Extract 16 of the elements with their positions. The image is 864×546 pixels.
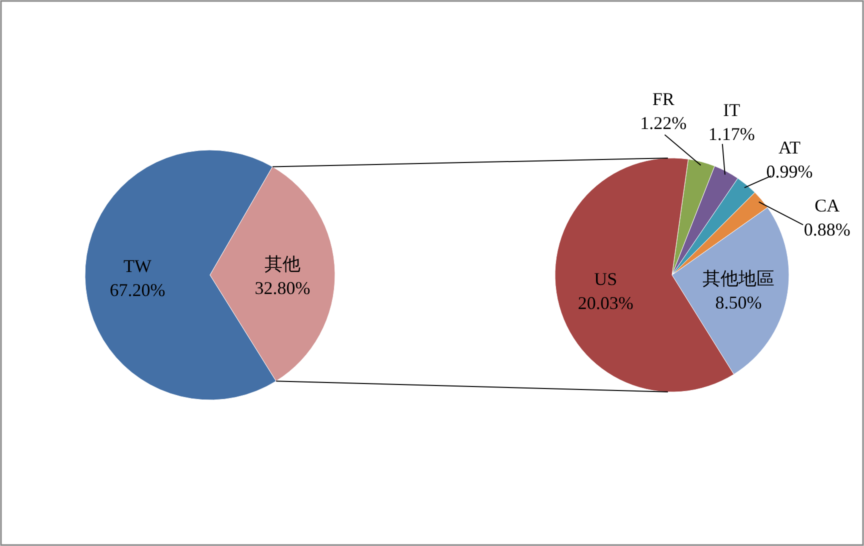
slice-label: TW: [124, 256, 152, 276]
data-label: 8.50%: [715, 292, 762, 312]
data-label: 67.20%: [110, 280, 166, 300]
slice-label: US: [594, 269, 618, 290]
slice-label: CA: [814, 196, 840, 216]
slice-label: 其他地區: [702, 268, 775, 288]
slice-label: IT: [723, 100, 740, 120]
data-label: 32.80%: [254, 278, 310, 298]
data-label: 1.17%: [708, 124, 755, 144]
data-label: 20.03%: [578, 293, 634, 314]
data-label: 0.88%: [804, 220, 850, 240]
slice-label: AT: [778, 138, 801, 158]
data-label: 1.22%: [640, 113, 687, 134]
data-label: 0.99%: [766, 162, 813, 182]
slice-label: 其他: [264, 254, 300, 274]
slice-label: FR: [652, 89, 674, 110]
